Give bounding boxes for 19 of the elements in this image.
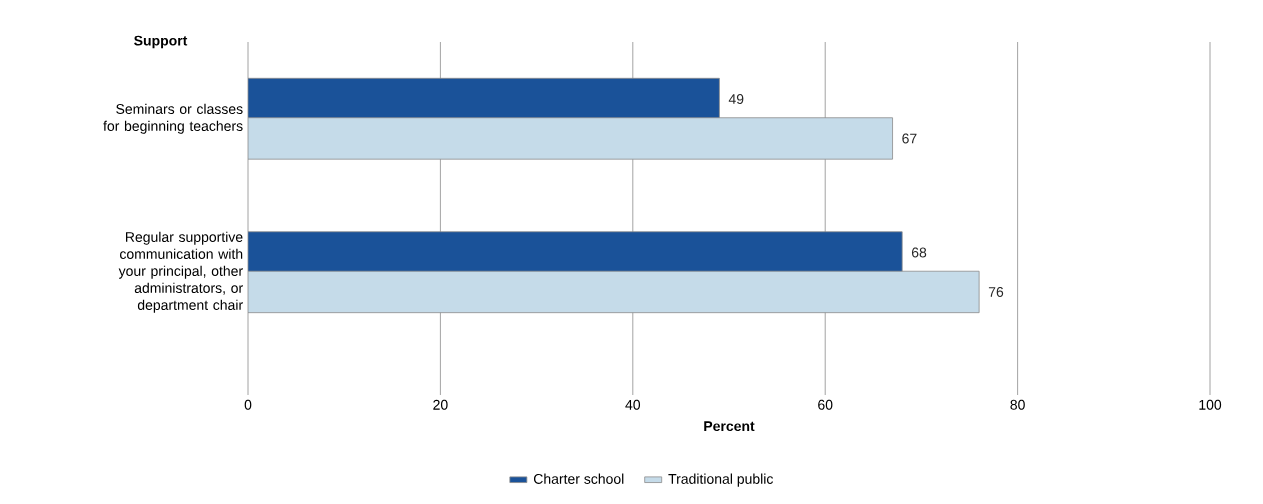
x-tick-label: 80 — [1010, 399, 1025, 410]
y-axis-title: Support — [134, 35, 188, 49]
x-tick-label: 40 — [625, 399, 641, 410]
data-label: 67 — [902, 133, 917, 144]
data-label: 76 — [988, 286, 1004, 297]
x-axis-title: Percent — [704, 421, 755, 432]
bar — [248, 117, 893, 160]
x-tick-label: 0 — [244, 399, 252, 410]
x-tick-label: 20 — [433, 399, 448, 410]
data-label: 49 — [728, 94, 744, 104]
legend-label: Traditional public — [668, 473, 773, 487]
x-tick-label: 100 — [1199, 399, 1222, 410]
data-label: 68 — [911, 247, 927, 258]
legend-label: Charter school — [533, 473, 624, 484]
y-tick-label: Seminars or classes for beginning teachers — [103, 103, 243, 134]
bar — [248, 270, 980, 314]
bar — [248, 231, 903, 274]
x-tick-label: 60 — [818, 399, 833, 410]
y-tick-label: Regular supportive communication with your principal, other administrators, or department chair — [118, 231, 243, 313]
